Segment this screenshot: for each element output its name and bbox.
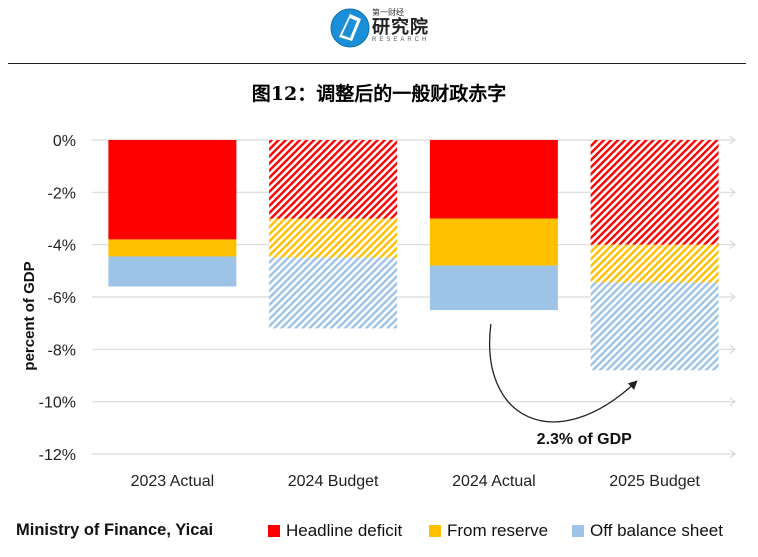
logo-main-text: 研究院 <box>372 17 429 37</box>
x-tick-label: 2024 Budget <box>288 473 379 490</box>
y-tick-label: -6% <box>48 290 76 307</box>
bar-segment-headline-deficit <box>590 140 719 245</box>
legend-swatch-reserve <box>429 525 441 537</box>
legend-label-offbalance: Off balance sheet <box>590 521 723 540</box>
chart-footer: Ministry of Finance, Yicai Headline defi… <box>16 519 752 543</box>
logo-wordmark: 第一财经 研究院 RESEARCH <box>372 8 442 48</box>
annotation: 2.3% of GDP <box>489 324 638 448</box>
legend-swatch-headline <box>268 525 280 537</box>
y-tick-label: -12% <box>39 447 76 464</box>
legend-item-headline: Headline deficit <box>268 521 402 541</box>
logo-sub-text: RESEARCH <box>372 37 430 43</box>
stacked-bar-chart: 0% -2% -4% -6% -8% -10% -12% 2023 Actual 2024 B… <box>21 133 736 490</box>
bar-segment-from-reserve <box>590 244 719 283</box>
bar-segment-headline-deficit <box>108 140 237 240</box>
annotation-label: 2.3% of GDP <box>537 431 632 448</box>
bar-segment-from-reserve <box>429 218 558 266</box>
legend-item-offbalance: Off balance sheet <box>572 521 723 541</box>
logo-emblem-icon <box>330 8 370 48</box>
gridline-arrow <box>729 187 736 197</box>
bar-segment-off-balance-sheet <box>590 282 719 371</box>
x-tick-label: 2024 Actual <box>452 473 536 490</box>
y-tick-label: -4% <box>48 238 76 255</box>
y-tick-label: -10% <box>39 395 76 412</box>
legend-label-headline: Headline deficit <box>286 521 403 540</box>
x-axis-ticks: 2023 Actual 2024 Budget 2024 Actual 2025 Bu… <box>131 473 701 490</box>
bars <box>108 140 719 371</box>
legend-swatch-offbalance <box>572 525 584 537</box>
bar-segment-off-balance-sheet <box>108 256 237 287</box>
bar-segment-off-balance-sheet <box>269 257 398 329</box>
gridline-arrow <box>729 449 736 459</box>
y-tick-label: -2% <box>48 185 76 202</box>
bar-segment-from-reserve <box>108 239 237 257</box>
header-divider <box>8 63 746 64</box>
y-axis-label: percent of GDP <box>21 261 38 370</box>
legend-item-reserve: From reserve <box>429 521 548 541</box>
gridline-arrow <box>729 397 736 407</box>
gridline-arrow <box>729 292 736 302</box>
legend-label-reserve: From reserve <box>447 521 549 540</box>
y-tick-label: -8% <box>48 342 76 359</box>
gridline-arrow <box>729 344 736 354</box>
annotation-arrow <box>489 324 638 423</box>
y-axis-ticks: 0% -2% -4% -6% -8% -10% -12% <box>39 133 76 464</box>
gridline-arrow <box>729 240 736 250</box>
gridline-arrow <box>729 135 736 145</box>
x-tick-label: 2025 Budget <box>609 473 700 490</box>
x-tick-label: 2023 Actual <box>131 473 215 490</box>
logo-top-text: 第一财经 <box>372 8 404 17</box>
bar-segment-off-balance-sheet <box>429 265 558 311</box>
bar-segment-headline-deficit <box>429 140 558 219</box>
y-tick-label: 0% <box>53 133 76 150</box>
yicai-research-logo <box>330 5 440 51</box>
source-note: Ministry of Finance, Yicai <box>16 521 214 539</box>
chart-title: 图12：调整后的一般财政赤字 <box>251 83 507 105</box>
bar-segment-headline-deficit <box>269 140 398 219</box>
bar-segment-from-reserve <box>269 218 398 258</box>
